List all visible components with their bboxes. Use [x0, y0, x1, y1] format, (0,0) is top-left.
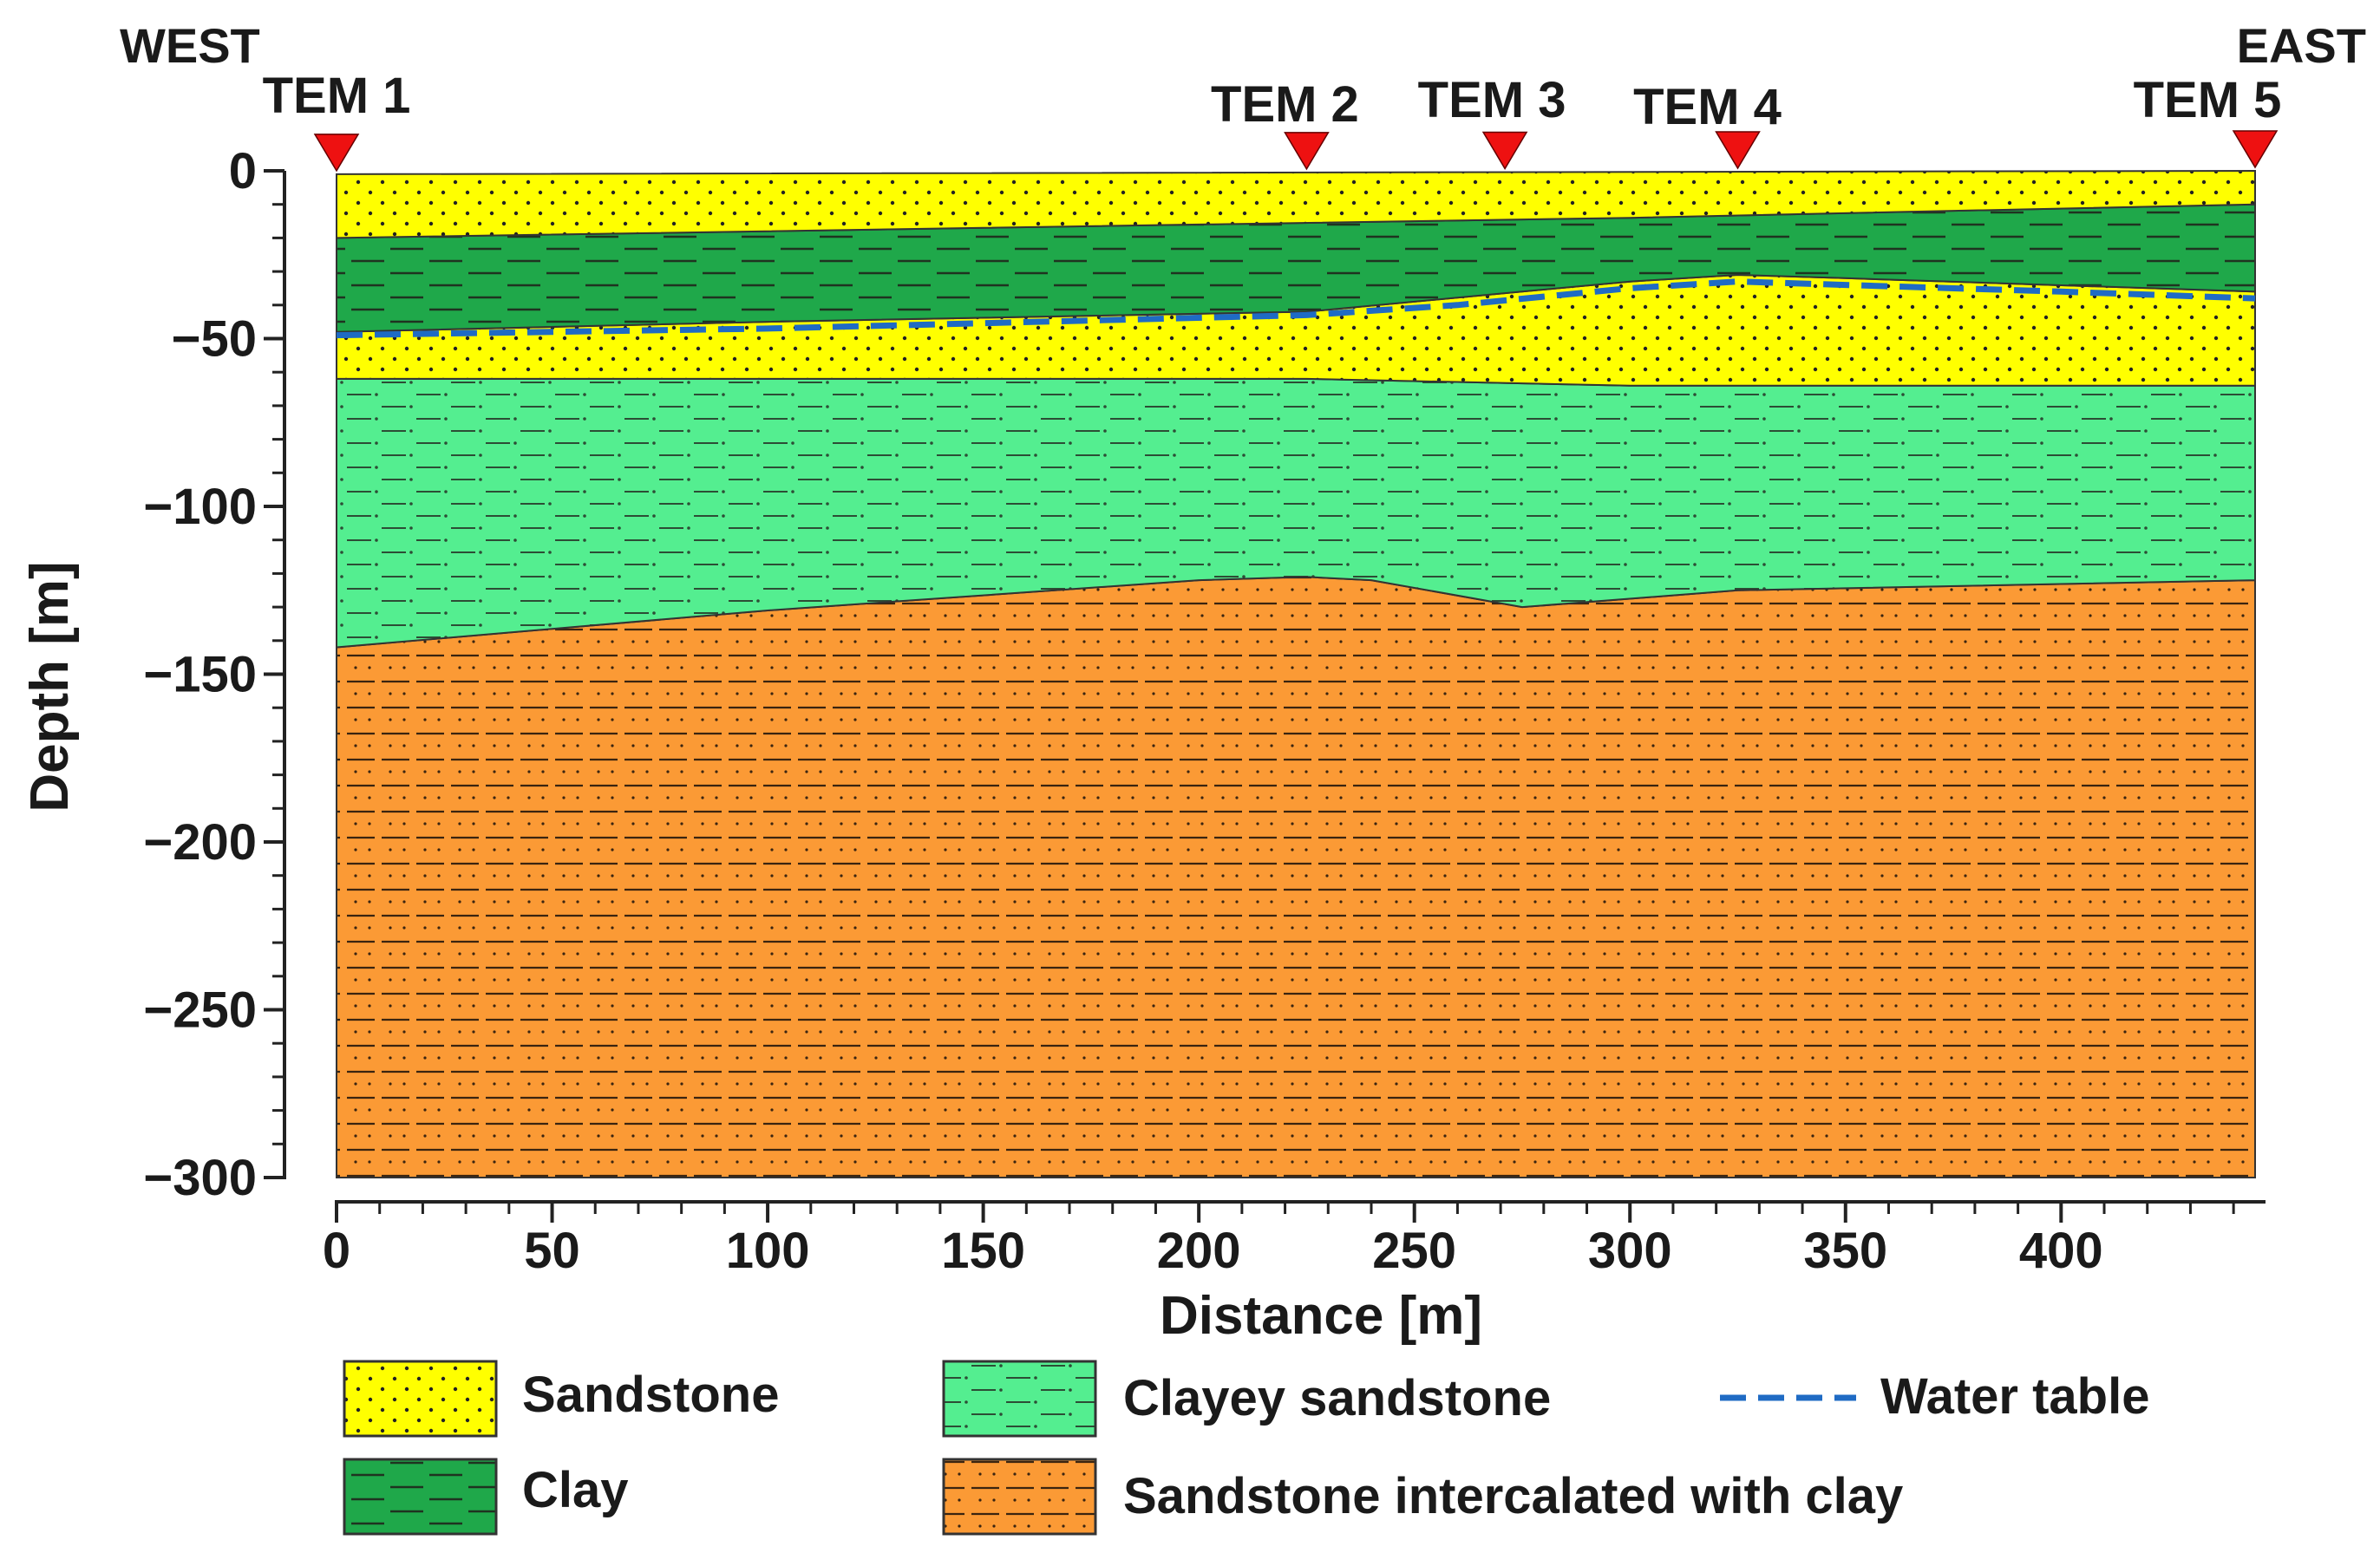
- x-axis-title: Distance [m]: [1160, 1286, 1482, 1346]
- x-tick-label: 300: [1588, 1223, 1672, 1279]
- x-tick-label: 0: [323, 1223, 350, 1279]
- station-markers: TEM 1 TEM 2 TEM 3 TEM 4 TEM 5: [263, 68, 2282, 173]
- y-tick-label: −300: [143, 1150, 257, 1206]
- legend-label-clayey-sandstone: Clayey sandstone: [1123, 1370, 1551, 1426]
- x-tick-label: 50: [524, 1223, 580, 1279]
- legend-label-sandstone: Sandstone: [522, 1367, 780, 1423]
- axes: 0 −50 −100 −150 −200 −250 −300 0 50 100 150 200 250…: [143, 143, 2266, 1279]
- station-label: TEM 2: [1211, 76, 1359, 133]
- x-axis-ticks: 0 50 100 150 200 250 300 350 400: [323, 1202, 2235, 1279]
- x-tick-label: 100: [726, 1223, 810, 1279]
- y-tick-label: −250: [143, 982, 257, 1039]
- station-label: TEM 4: [1633, 79, 1782, 135]
- y-tick-label: −200: [143, 814, 257, 871]
- station-marker-icon: [313, 134, 360, 173]
- east-label: EAST: [2237, 18, 2366, 73]
- y-axis-title: Depth [m]: [20, 561, 80, 812]
- x-tick-label: 150: [941, 1223, 1025, 1279]
- layer-sandstone-intercalated-clay: [336, 576, 2256, 1178]
- station-label: TEM 3: [1418, 72, 1566, 128]
- legend-label-clay: Clay: [522, 1462, 629, 1518]
- legend-swatch-sandstone-intercalated-clay: [942, 1458, 1097, 1536]
- x-tick-label: 400: [2019, 1223, 2103, 1279]
- y-tick-label: −150: [143, 647, 257, 703]
- legend-swatch-clay: [343, 1458, 498, 1536]
- y-axis-ticks: 0 −50 −100 −150 −200 −250 −300: [143, 143, 284, 1206]
- station-label: TEM 1: [263, 68, 411, 124]
- west-label: WEST: [120, 18, 260, 73]
- station-marker-icon: [1481, 131, 1528, 170]
- layer-sandstone-upper: [336, 169, 2256, 239]
- legend-swatch-clayey-sandstone: [942, 1360, 1097, 1438]
- y-tick-label: −50: [172, 311, 257, 368]
- station-marker-icon: [1284, 132, 1330, 171]
- legend-swatch-sandstone: [343, 1360, 498, 1438]
- station-marker-icon: [2232, 130, 2279, 169]
- x-tick-label: 350: [1803, 1223, 1887, 1279]
- layers: [336, 169, 2256, 1178]
- legend: Sandstone Clay Clayey sandstone Sandston…: [343, 1360, 2149, 1536]
- legend-label-sandstone-intercalated-clay: Sandstone intercalated with clay: [1123, 1468, 1903, 1524]
- x-tick-label: 200: [1157, 1223, 1241, 1279]
- legend-label-water-table: Water table: [1880, 1368, 2149, 1425]
- y-tick-label: −100: [143, 479, 257, 535]
- x-tick-label: 250: [1372, 1223, 1456, 1279]
- y-tick-label: 0: [229, 143, 257, 199]
- station-label: TEM 5: [2134, 72, 2282, 128]
- station-marker-icon: [1715, 131, 1761, 170]
- water-table-line: [336, 278, 2256, 339]
